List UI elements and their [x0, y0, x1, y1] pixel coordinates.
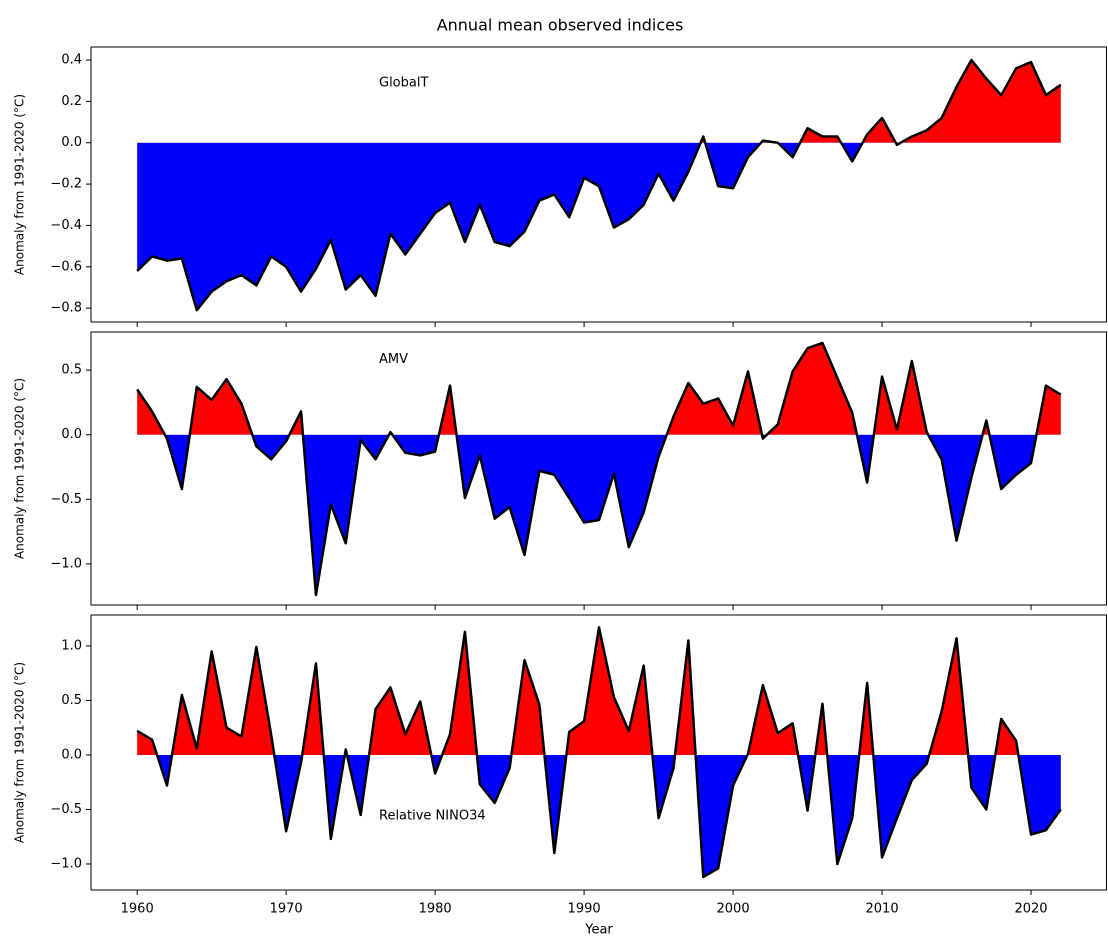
y-tick-label: 0.0 [61, 135, 82, 150]
axes-frame [90, 331, 1107, 606]
x-tick-label: 1970 [270, 902, 303, 917]
x-tick-label: 2000 [717, 902, 750, 917]
y-tick-label: 0.0 [61, 747, 82, 762]
x-tick-label: 1990 [568, 902, 601, 917]
y-tick-label: −0.6 [50, 259, 82, 274]
positive-area [137, 627, 1061, 755]
y-axis-label: Anomaly from 1991-2020 (°C) [13, 662, 27, 843]
positive-area [137, 342, 1061, 435]
y-tick-label: 0.2 [61, 94, 82, 109]
y-tick-label: 0.5 [61, 693, 82, 708]
negative-area [137, 142, 901, 311]
annotation: AMV [379, 352, 408, 367]
axes-frame [90, 614, 1107, 891]
y-tick-label: −0.5 [50, 802, 82, 817]
y-tick-label: 0.5 [61, 363, 82, 378]
y-tick-label: 0.0 [61, 427, 82, 442]
negative-area [157, 754, 1061, 878]
figure-title: Annual mean observed indices [437, 16, 684, 35]
y-tick-label: −0.2 [50, 177, 82, 192]
x-tick-label: 2020 [1014, 902, 1047, 917]
series-line [136, 58, 1062, 312]
axes-frame [90, 46, 1107, 323]
y-tick-label: 0.4 [61, 53, 82, 68]
x-axis-label: Year [584, 923, 613, 938]
y-tick-label: −0.4 [50, 218, 82, 233]
x-tick-label: 2010 [866, 902, 899, 917]
positive-area [137, 60, 1061, 143]
y-tick-label: −1.0 [50, 856, 82, 871]
y-tick-label: −0.5 [50, 492, 82, 507]
series-line [136, 341, 1062, 597]
y-tick-label: 1.0 [61, 638, 82, 653]
y-axis-label: Anomaly from 1991-2020 (°C) [13, 94, 27, 275]
series-line [136, 626, 1062, 879]
y-tick-label: −0.8 [50, 301, 82, 316]
negative-area [164, 434, 1037, 595]
y-tick-label: −1.0 [50, 556, 82, 571]
annotation: Relative NINO34 [379, 808, 486, 823]
annotation: GlobalT [379, 75, 428, 90]
x-tick-label: 1960 [121, 902, 154, 917]
y-axis-label: Anomaly from 1991-2020 (°C) [13, 378, 27, 559]
x-tick-label: 1980 [419, 902, 452, 917]
